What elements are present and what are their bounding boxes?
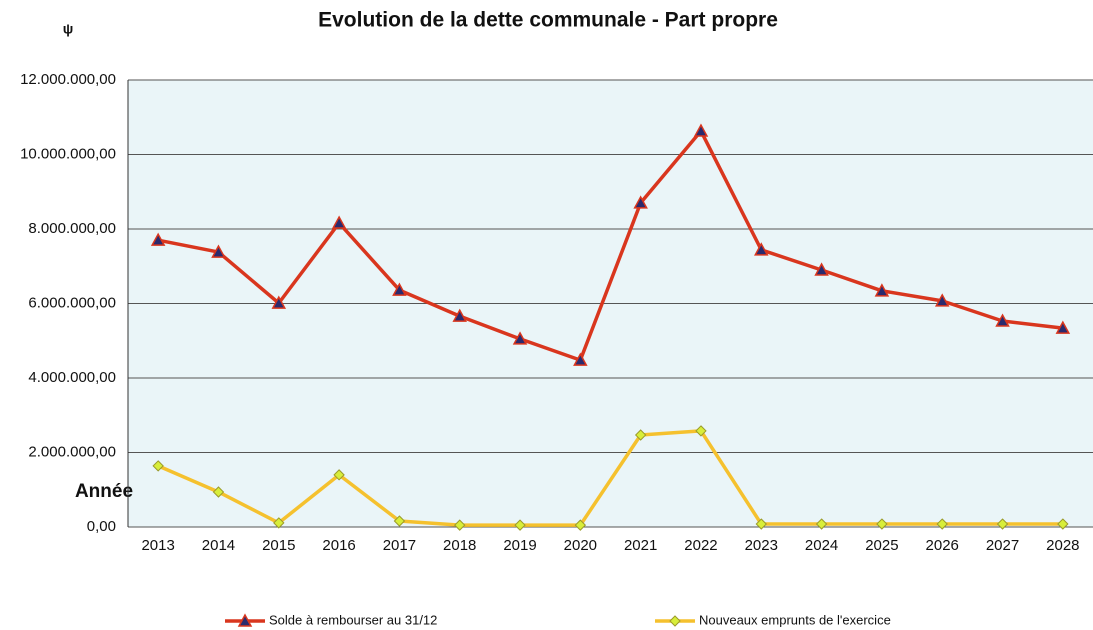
x-tick-label: 2025 (865, 537, 898, 554)
marker (754, 242, 769, 256)
marker (512, 331, 528, 345)
y-tick-label: 4.000.000,00 (28, 369, 116, 386)
legend-label: Solde à rembourser au 31/12 (269, 612, 437, 627)
corner-mark: ψ (63, 21, 74, 37)
y-tick-label: 6.000.000,00 (28, 294, 116, 311)
marker (874, 283, 890, 297)
x-tick-label: 2027 (986, 537, 1019, 554)
marker (573, 352, 588, 366)
y-tick-label: 0,00 (87, 518, 116, 535)
marker (1055, 320, 1071, 334)
x-tick-label: 2014 (202, 537, 235, 554)
x-tick-label: 2021 (624, 537, 657, 554)
marker (150, 232, 166, 246)
x-tick-label: 2028 (1046, 537, 1079, 554)
marker (452, 308, 467, 322)
marker (814, 262, 829, 276)
x-tick-label: 2026 (926, 537, 959, 554)
x-tick-label: 2019 (503, 537, 536, 554)
marker (273, 517, 285, 529)
marker (271, 295, 287, 309)
x-tick-label: 2016 (322, 537, 355, 554)
x-tick-label: 2015 (262, 537, 295, 554)
marker (634, 429, 647, 441)
marker (815, 518, 828, 530)
legend-label: Nouveaux emprunts de l'exercice (699, 612, 891, 627)
marker (514, 519, 526, 531)
y-tick-label: 8.000.000,00 (28, 220, 116, 237)
marker (695, 425, 707, 437)
marker (934, 293, 950, 307)
x-tick-label: 2018 (443, 537, 476, 554)
marker (331, 215, 347, 229)
marker (574, 519, 587, 531)
marker (212, 486, 225, 498)
x-tick-label: 2013 (141, 537, 174, 554)
marker (1057, 518, 1069, 530)
y-tick-label: 12.000.000,00 (20, 71, 116, 88)
marker (755, 518, 767, 530)
marker (211, 244, 226, 258)
marker (392, 282, 407, 296)
y-tick-label: 2.000.000,00 (28, 443, 116, 460)
x-tick-label: 2022 (684, 537, 717, 554)
series-line (157, 129, 1064, 362)
marker (669, 615, 681, 627)
marker (996, 518, 1009, 530)
chart-title: Evolution de la dette communale - Part p… (318, 9, 778, 32)
marker (633, 195, 648, 209)
marker (995, 313, 1010, 327)
x-tick-label: 2017 (383, 537, 416, 554)
y-tick-label: 10.000.000,00 (20, 145, 116, 162)
x-tick-label: 2023 (745, 537, 778, 554)
marker (152, 460, 164, 472)
marker (936, 518, 948, 530)
marker (333, 469, 345, 481)
marker (876, 518, 888, 530)
marker (393, 515, 406, 527)
series-line (157, 429, 1063, 527)
x-axis-label: Année (75, 481, 133, 502)
marker (693, 123, 709, 137)
marker (237, 613, 253, 627)
x-tick-label: 2020 (564, 537, 597, 554)
x-tick-label: 2024 (805, 537, 838, 554)
marker (454, 519, 466, 531)
